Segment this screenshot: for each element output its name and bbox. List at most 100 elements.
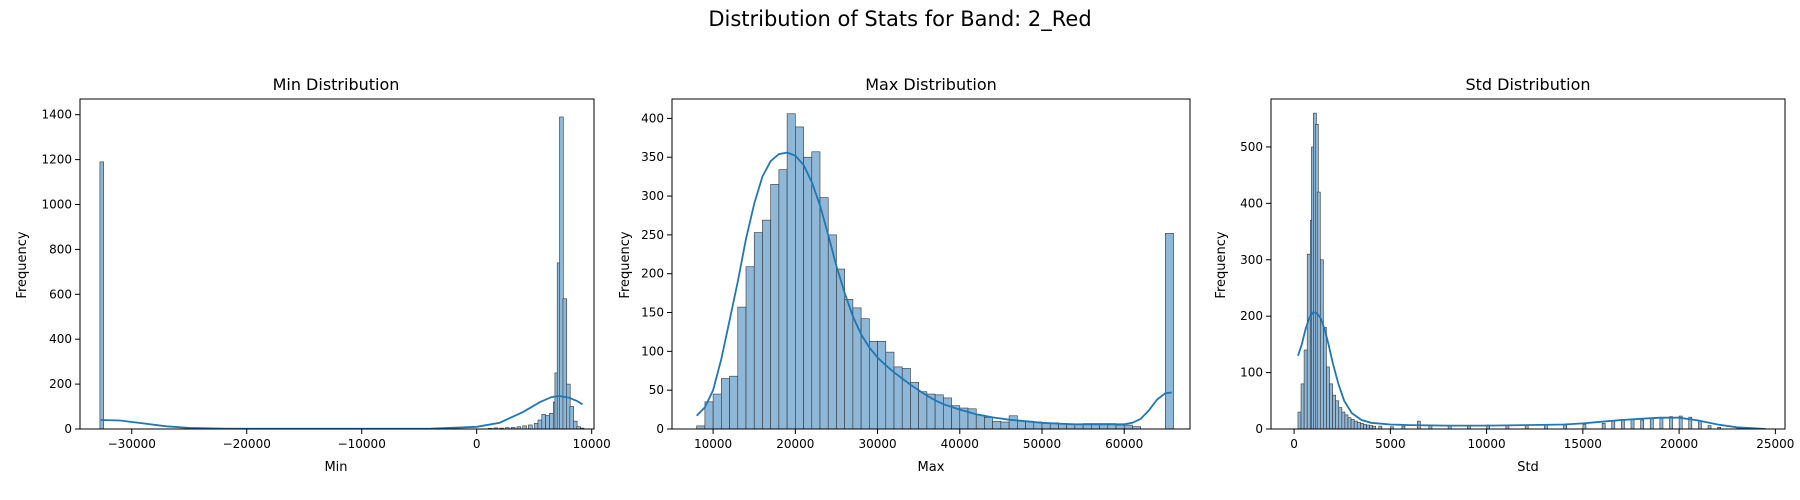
min-x-tick-label: 10000 — [573, 437, 611, 451]
std-histogram-bar — [1582, 424, 1587, 429]
std-y-tick-label: 0 — [1255, 422, 1263, 436]
std-histogram-bar — [1563, 424, 1567, 429]
max-histogram-bar — [836, 268, 845, 429]
max-x-tick-label: 10000 — [694, 437, 732, 451]
min-histogram-bar — [533, 423, 539, 429]
max-histogram-bar — [1123, 424, 1133, 429]
max-histogram-bar — [885, 351, 895, 429]
min-histogram-bar — [528, 424, 533, 429]
figure-title: Distribution of Stats for Band: 2_Red — [708, 7, 1091, 32]
max-histogram-bar — [803, 156, 813, 429]
min-distribution-panel: Min Distribution Min Frequency −30000 −20… — [15, 75, 611, 475]
std-panel-title: Std Distribution — [1465, 75, 1590, 94]
std-histogram-bar — [1366, 424, 1370, 429]
min-plot-area — [99, 116, 585, 429]
min-y-tick-label: 600 — [49, 287, 72, 301]
max-x-tick-label: 40000 — [941, 437, 979, 451]
max-y-axis-label: Frequency — [618, 231, 633, 298]
std-x-tick-label: 10000 — [1468, 437, 1506, 451]
min-kde-line — [100, 395, 583, 429]
min-x-axis-label: Min — [324, 460, 347, 475]
std-y-axis-label: Frequency — [1214, 231, 1229, 298]
std-histogram-bar — [1300, 383, 1305, 429]
min-y-tick-label: 400 — [49, 332, 72, 346]
max-histogram-bar — [745, 266, 755, 429]
max-histogram-bar — [1008, 415, 1018, 429]
std-x-tick-label: 5000 — [1375, 437, 1406, 451]
max-y-tick-label: 100 — [641, 344, 664, 358]
std-histogram-bar — [1329, 383, 1333, 429]
max-kde-line — [696, 151, 1173, 426]
min-histogram-bar — [549, 412, 554, 429]
std-y-tick-label: 400 — [1240, 196, 1263, 210]
std-histogram-bar — [1369, 425, 1373, 429]
min-x-tick-label: −10000 — [338, 437, 386, 451]
min-histogram-bar — [569, 406, 574, 429]
std-histogram-bar — [1303, 349, 1308, 429]
max-histogram-bar — [918, 391, 928, 429]
max-y-tick-label: 250 — [641, 228, 664, 242]
max-y-tick-label: 0 — [656, 422, 664, 436]
max-y-tick-label: 150 — [641, 306, 664, 320]
min-x-tick-label: −30000 — [108, 437, 156, 451]
std-x-tick-label: 15000 — [1564, 437, 1602, 451]
max-y-tick-label: 300 — [641, 189, 664, 203]
max-histogram-bar — [753, 232, 763, 429]
max-distribution-panel: Max Distribution Max Frequency 10000 200 0… — [618, 75, 1191, 475]
std-histogram-bar — [1611, 420, 1616, 429]
std-histogram-bar — [1326, 366, 1330, 429]
max-y-tick-label: 400 — [641, 111, 664, 125]
max-histogram-bar — [778, 169, 788, 429]
min-axes-frame — [79, 98, 595, 430]
max-x-axis-label: Max — [918, 460, 945, 475]
min-y-tick-label: 0 — [64, 422, 72, 436]
max-panel-title: Max Distribution — [865, 75, 997, 94]
std-histogram-bar — [1350, 419, 1355, 429]
std-histogram-bar — [1669, 416, 1673, 429]
min-y-axis-label: Frequency — [15, 231, 30, 298]
max-histogram-bar — [1000, 421, 1010, 429]
min-y-tick-label: 800 — [49, 242, 72, 256]
std-histogram-bar — [1390, 426, 1394, 429]
max-x-tick-label: 60000 — [1105, 437, 1143, 451]
max-histogram-bar — [770, 184, 780, 429]
max-x-tick-label: 50000 — [1023, 437, 1061, 451]
min-histogram-bar — [541, 414, 546, 429]
max-histogram-bar — [1115, 424, 1125, 429]
min-y-tick-label: 200 — [49, 377, 72, 391]
std-histogram-bar — [1601, 423, 1606, 429]
max-histogram-bar — [737, 306, 747, 429]
min-histogram-bar — [493, 427, 499, 429]
max-histogram-bar — [786, 113, 796, 429]
max-histogram-bar — [901, 368, 911, 429]
std-y-tick-label: 500 — [1240, 140, 1263, 154]
max-histogram-bar — [877, 340, 887, 429]
std-x-tick-label: 20000 — [1660, 437, 1698, 451]
min-x-tick-label: 0 — [473, 437, 481, 451]
max-x-tick-label: 30000 — [858, 437, 896, 451]
std-histogram-bar — [1341, 411, 1346, 429]
std-histogram-bar — [1297, 411, 1302, 429]
max-histogram-bar — [1132, 426, 1141, 429]
std-x-axis-label: Std — [1517, 460, 1539, 475]
std-histogram-bar — [1332, 394, 1336, 429]
std-histogram-bar — [1630, 418, 1635, 429]
std-histogram-bar — [1344, 414, 1349, 429]
std-histogram-bar — [1649, 418, 1654, 429]
min-histogram-bar — [505, 427, 510, 429]
max-histogram-bar — [1017, 420, 1026, 429]
std-y-tick-label: 200 — [1240, 309, 1263, 323]
std-histogram-bar — [1319, 259, 1324, 429]
std-histogram-bar — [1659, 417, 1664, 429]
max-histogram-bar — [975, 414, 985, 429]
std-histogram-bar — [1356, 421, 1361, 429]
std-histogram-bar — [1338, 407, 1343, 429]
std-histogram-bar — [1698, 420, 1702, 429]
max-y-tick-label: 200 — [641, 267, 664, 281]
max-histogram-bar — [712, 393, 722, 429]
std-y-tick-label: 300 — [1240, 253, 1263, 267]
std-distribution-panel: Std Distribution Std Frequency 0 5000 1000… — [1214, 75, 1794, 475]
min-histogram-bar — [537, 419, 543, 429]
max-histogram-bar — [844, 299, 854, 429]
